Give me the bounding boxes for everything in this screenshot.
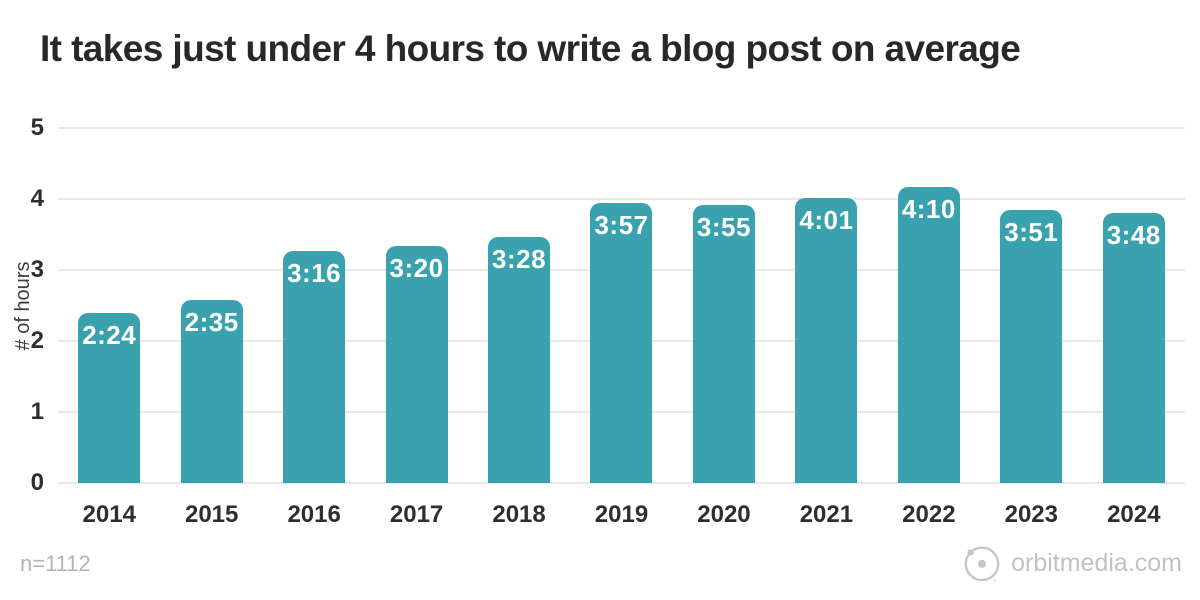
bar-column: 4:10 [878,128,980,483]
x-tick-label: 2017 [389,501,444,528]
gridline [58,127,1185,129]
y-tick-label: 5 [30,114,44,141]
brand-mark: orbitmedia.com [961,542,1182,584]
y-tick-label: 2 [30,327,44,354]
bar-value-label: 3:48 [1106,220,1161,251]
bar-value-label: 2:24 [82,319,137,350]
bar-value-label: 3:28 [492,243,547,274]
bar-2021: 4:01 [795,197,858,483]
bar-column: 3:57 [570,128,672,483]
orbit-icon [961,542,1003,584]
x-tick-label: 2021 [799,501,854,528]
bar-value-label: 3:16 [287,258,342,289]
bar-value-label: 3:55 [696,211,751,242]
bar-column: 3:55 [673,128,775,483]
bar-value-label: 3:57 [594,209,649,240]
bar-2022: 4:10 [897,187,960,483]
bar-column: 3:28 [468,128,570,483]
bar-column: 3:48 [1083,128,1185,483]
gridline [58,482,1185,484]
chart-title: It takes just under 4 hours to write a b… [40,28,1021,69]
x-tick-label: 2022 [902,501,956,528]
bar-column: 2:24 [58,128,160,483]
bar-column: 4:01 [775,128,877,483]
bar-2019: 3:57 [590,202,653,483]
x-tick-label: 2019 [594,501,649,528]
bar-column: 2:35 [160,128,262,483]
bar-2024: 3:48 [1102,213,1165,483]
gridline [58,198,1185,200]
sample-size-note: n=1112 [20,551,91,576]
x-tick-label: 2014 [82,501,136,528]
x-tick-label: 2018 [492,501,546,528]
x-tick-label: 2016 [287,501,341,528]
bar-2023: 3:51 [1000,209,1063,483]
bar-2016: 3:16 [283,251,346,483]
x-tick-label: 2023 [1004,501,1058,528]
y-tick-label: 4 [30,185,44,212]
bar-2018: 3:28 [488,236,551,483]
bar-column: 3:16 [263,128,365,483]
x-tick-label: 2015 [184,501,239,528]
y-tick-label: 0 [30,469,44,496]
bar-2017: 3:20 [385,246,448,483]
bar-value-label: 4:01 [799,204,854,235]
brand-url: orbitmedia.com [1011,548,1182,577]
bar-2020: 3:55 [692,204,755,483]
x-tick-label: 2020 [697,501,751,528]
bar-value-label: 3:20 [389,253,444,284]
bar-value-label: 3:51 [1004,216,1059,247]
bar-2015: 2:35 [180,299,243,483]
bar-value-label: 4:10 [901,194,956,225]
bar-2014: 2:24 [78,312,141,483]
bar-column: 3:51 [980,128,1082,483]
bar-column: 3:20 [365,128,467,483]
bar-value-label: 2:35 [184,306,239,337]
y-tick-label: 3 [30,256,44,283]
bars-layer: 2:24 2:35 3:16 3:20 3:28 3:57 3:55 4:01 4:10 3:51… [58,128,1185,483]
x-tick-label: 2024 [1107,501,1161,528]
x-axis-labels: 2014 2015 2016 2017 2018 2019 2020 2021 2022 2023… [58,501,1185,529]
y-tick-label: 1 [30,398,44,425]
